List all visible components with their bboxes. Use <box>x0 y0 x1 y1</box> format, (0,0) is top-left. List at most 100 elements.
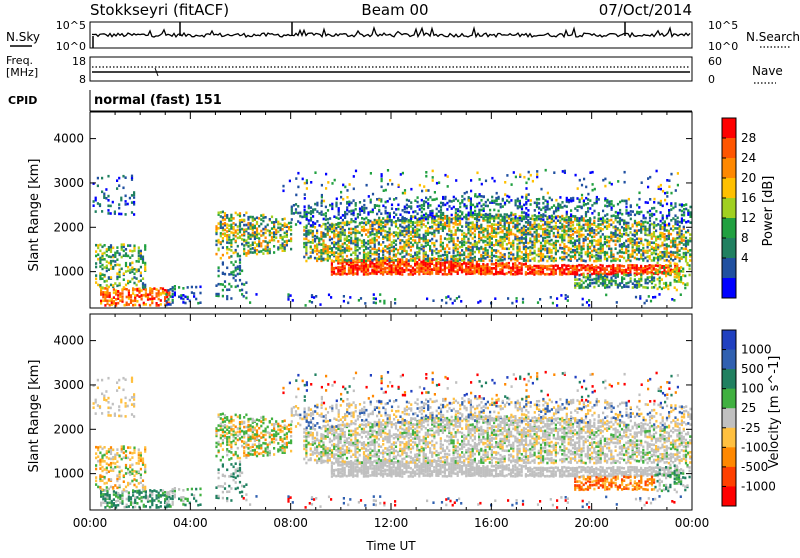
scatter-cell <box>375 219 378 222</box>
scatter-cell <box>452 266 455 270</box>
scatter-cell <box>345 246 349 250</box>
scatter-cell <box>644 220 647 224</box>
scatter-cell <box>322 213 325 216</box>
scatter-cell <box>155 302 158 305</box>
scatter-cell <box>480 266 483 270</box>
scatter-cell <box>343 231 346 235</box>
scatter-cell <box>625 199 628 203</box>
scatter-cell <box>141 282 145 285</box>
scatter-cell <box>518 241 521 245</box>
scatter-cell <box>672 241 675 244</box>
scatter-cell <box>458 266 461 270</box>
scatter-cell <box>554 241 557 244</box>
scatter-cell <box>627 245 630 249</box>
scatter-cell <box>439 257 442 261</box>
scatter-cell <box>546 202 549 206</box>
scatter-cell <box>565 272 568 276</box>
scatter-cell <box>563 224 566 228</box>
scatter-cell <box>416 231 419 235</box>
scatter-cell <box>595 243 598 246</box>
scatter-cell <box>437 215 440 218</box>
scatter-cell <box>107 276 110 279</box>
scatter-cell <box>687 243 690 246</box>
scatter-cell <box>484 268 487 272</box>
scatter-cell <box>354 272 357 275</box>
scatter-cell <box>467 213 470 217</box>
scatter-cell <box>260 244 263 248</box>
scatter-cell <box>388 231 391 234</box>
scatter-cell <box>535 215 538 218</box>
scatter-cell <box>341 245 344 249</box>
scatter-cell <box>518 201 521 205</box>
scatter-cell <box>375 270 378 274</box>
scatter-cell <box>375 268 378 272</box>
scatter-cell <box>529 264 532 268</box>
scatter-cell <box>424 252 427 256</box>
scatter-cell <box>454 264 457 268</box>
scatter-cell <box>275 228 278 232</box>
scatter-cell <box>625 268 628 272</box>
scatter-cell <box>98 203 102 206</box>
scatter-cell <box>563 219 566 223</box>
scatter-cell <box>221 271 224 275</box>
scatter-cell <box>105 188 108 191</box>
scatter-cell <box>137 260 140 263</box>
scatter-cell <box>215 232 218 236</box>
scatter-cell <box>554 249 557 252</box>
scatter-cell <box>469 259 472 262</box>
scatter-cell <box>234 223 237 227</box>
scatter-cell <box>493 201 496 204</box>
scatter-cell <box>588 231 592 235</box>
scatter-cell <box>277 222 280 226</box>
scatter-cell <box>414 253 417 257</box>
scatter-cell <box>474 205 477 209</box>
scatter-cell <box>463 253 466 257</box>
scatter-cell <box>367 270 370 273</box>
scatter-cell <box>510 217 513 221</box>
scatter-cell <box>571 264 574 268</box>
scatter-cell <box>431 169 434 173</box>
scatter-cell <box>663 259 666 262</box>
scatter-cell <box>499 227 502 230</box>
scatter-cell <box>459 202 462 205</box>
scatter-cell <box>524 259 528 262</box>
scatter-cell <box>580 205 583 209</box>
scatter-cell <box>348 221 351 224</box>
scatter-cell <box>610 235 613 239</box>
scatter-cell <box>486 215 489 218</box>
scatter-cell <box>105 260 108 263</box>
scatter-cell <box>467 268 470 271</box>
scatter-cell <box>426 221 430 225</box>
scatter-cell <box>689 239 692 243</box>
scatter-cell <box>573 265 577 268</box>
scatter-cell <box>684 247 688 251</box>
scatter-cell <box>665 243 668 246</box>
scatter-cell <box>567 229 570 233</box>
scatter-cell <box>122 286 125 289</box>
scatter-cell <box>657 235 660 239</box>
scatter-cell <box>105 269 108 273</box>
scatter-cell <box>638 282 641 285</box>
scatter-cell <box>542 195 545 199</box>
scatter-cell <box>221 239 224 243</box>
scatter-cell <box>331 202 334 206</box>
scatter-cell <box>523 203 526 207</box>
scatter-cell <box>124 283 128 287</box>
scatter-cell <box>486 253 489 256</box>
scatter-cell <box>452 199 455 202</box>
scatter-cell <box>416 223 419 227</box>
scatter-cell <box>397 217 400 220</box>
scatter-cell <box>100 287 103 291</box>
scatter-cell <box>563 236 566 240</box>
scatter-cell <box>495 223 498 226</box>
scatter-cell <box>330 225 334 228</box>
scatter-cell <box>264 249 267 252</box>
scatter-cell <box>344 212 347 216</box>
scatter-cell <box>563 249 566 253</box>
scatter-cell <box>506 174 509 177</box>
scatter-cell <box>512 243 515 247</box>
scatter-cell <box>519 175 522 178</box>
scatter-cell <box>491 199 494 203</box>
scatter-cell <box>644 270 647 274</box>
scatter-cell <box>533 227 536 231</box>
